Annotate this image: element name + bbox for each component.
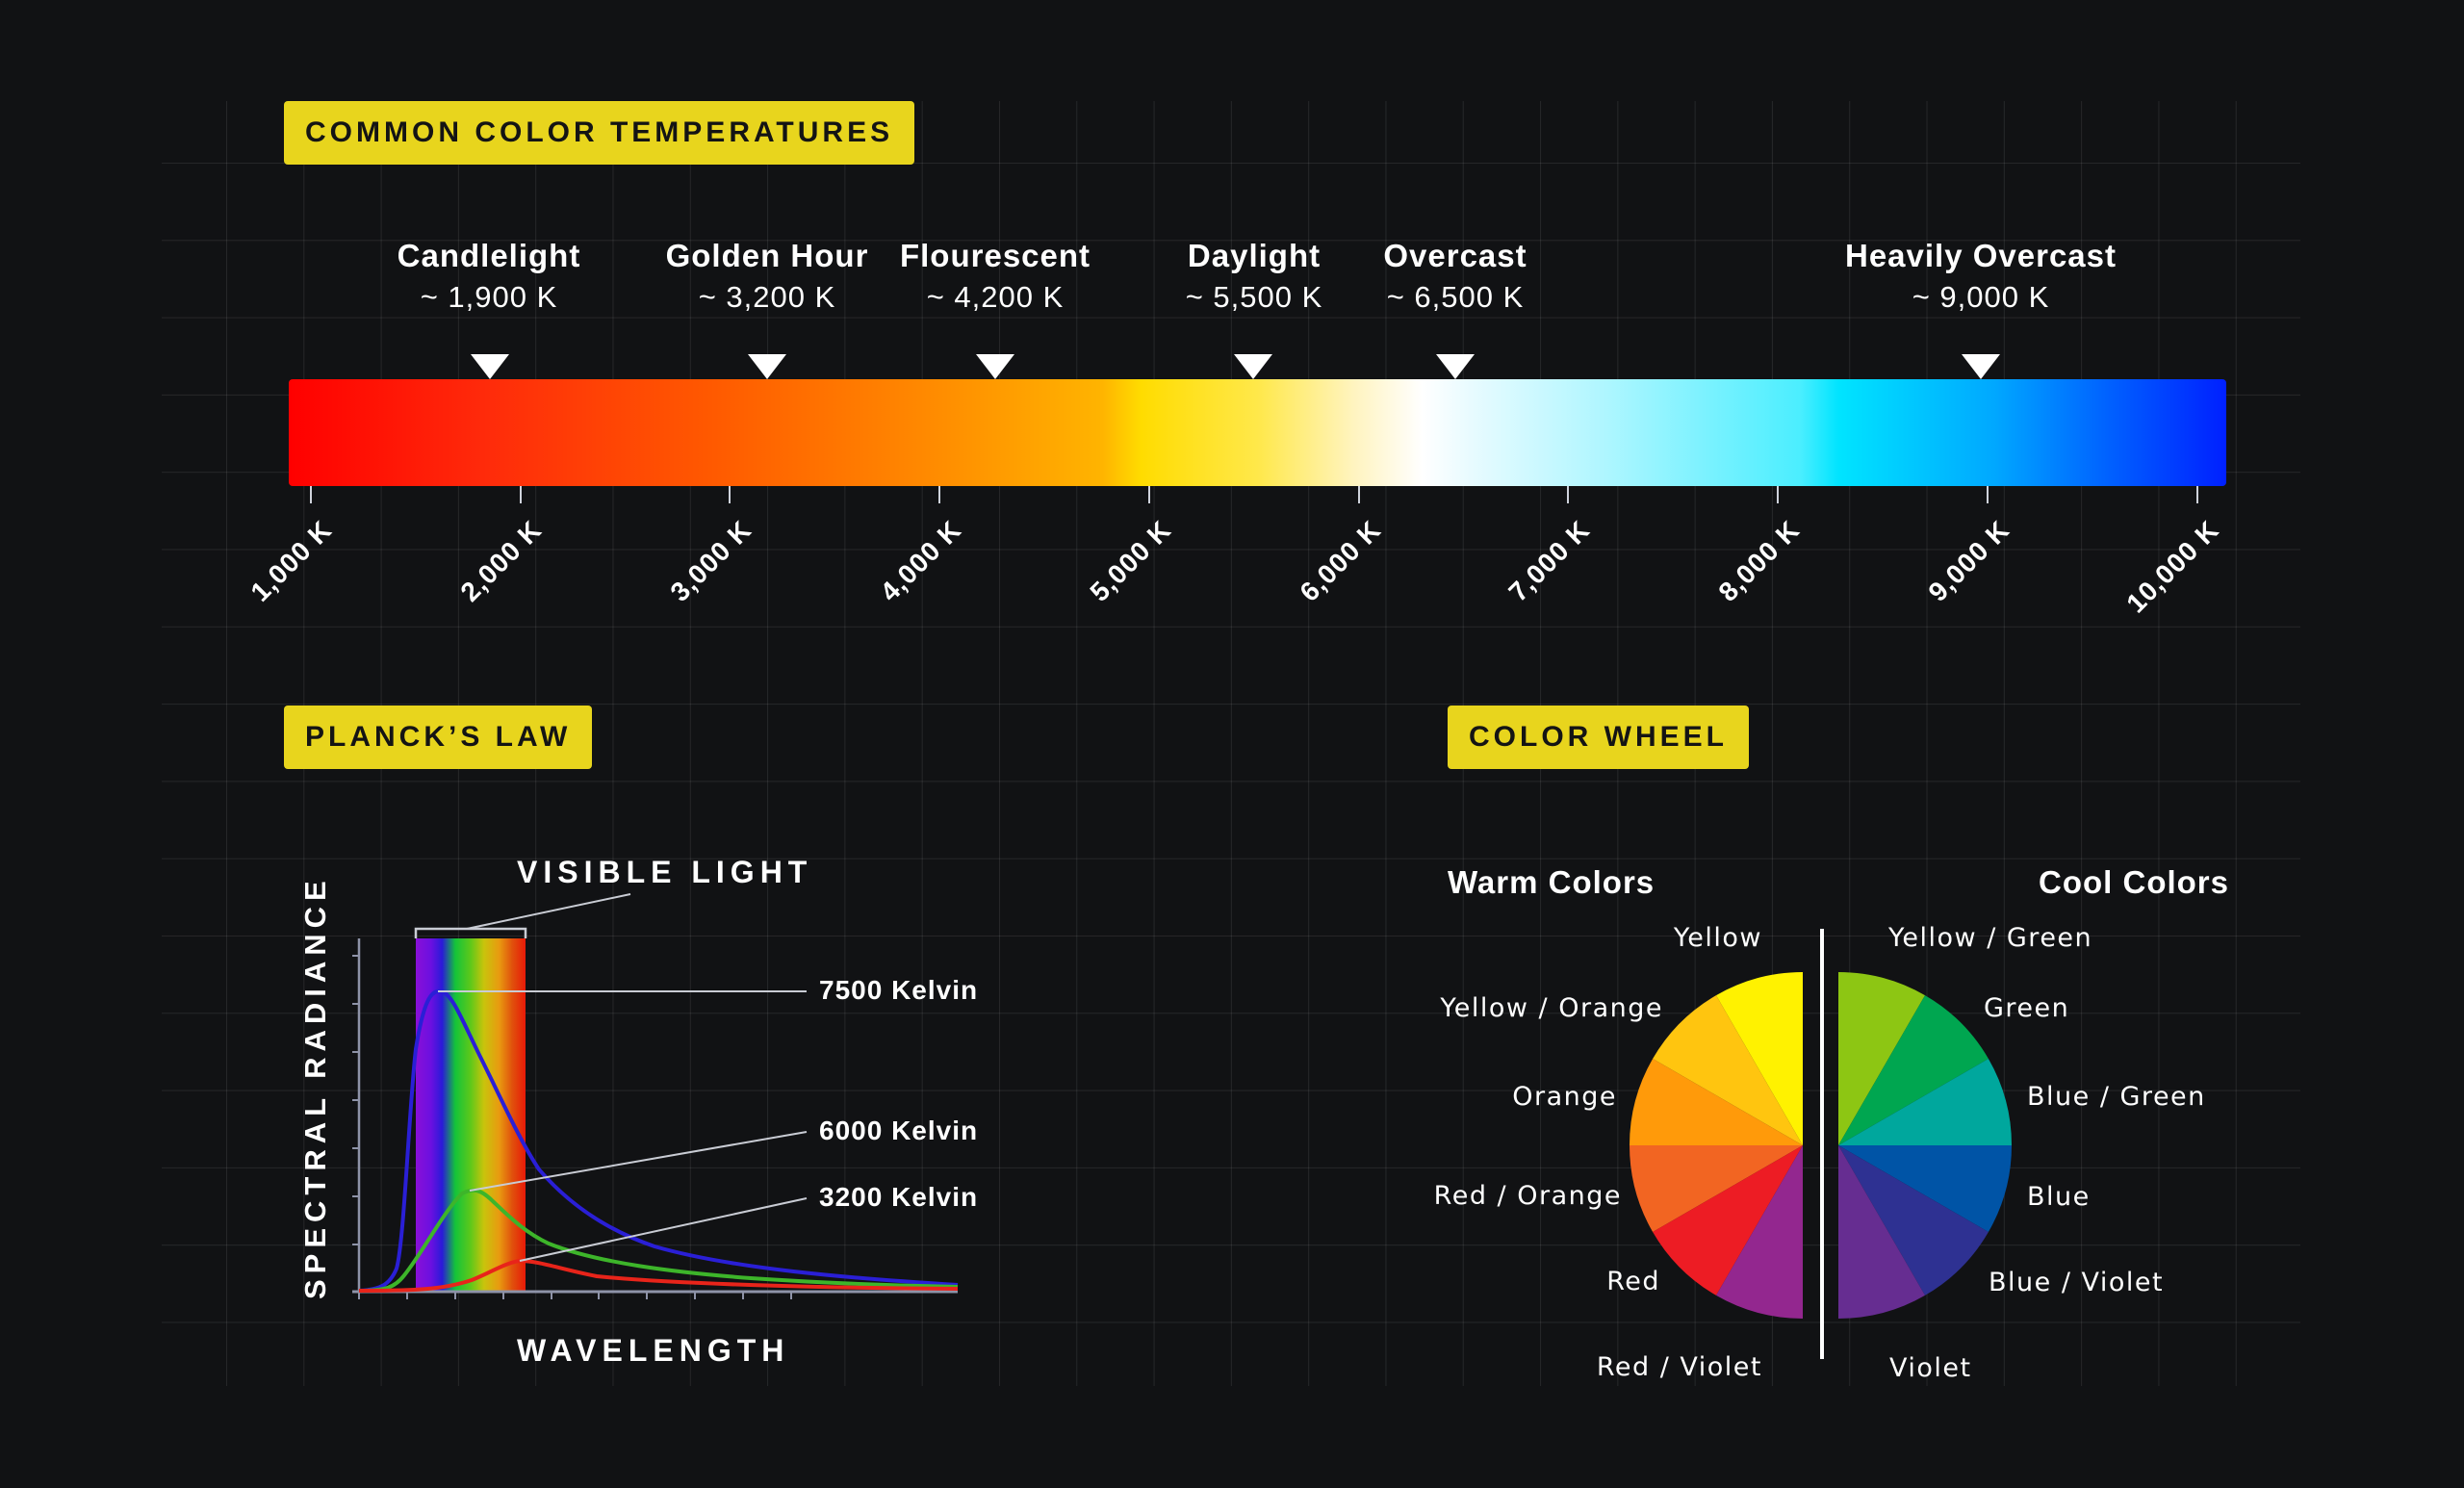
wedge-orange xyxy=(1630,1059,1803,1145)
wedge-violet xyxy=(1838,1145,1925,1319)
curve-label-6000: 6000 Kelvin xyxy=(819,1116,979,1145)
wedge-blue-green xyxy=(1838,1059,2012,1145)
label-blue-violet: Blue / Violet xyxy=(1989,1268,2165,1297)
down-arrow-icon xyxy=(471,354,509,379)
wedge-blue xyxy=(1838,1145,2012,1232)
axis-tick xyxy=(1148,486,1150,503)
axis-tick xyxy=(1987,486,1989,503)
curve-3200-kelvin xyxy=(358,1258,959,1293)
marker-value: ~ 3,200 K xyxy=(698,280,836,314)
marker-value: ~ 5,500 K xyxy=(1185,280,1323,314)
marker-name: Candlelight xyxy=(397,238,581,273)
marker-golden-hour: Golden Hour ~ 3,200 K xyxy=(666,237,869,320)
marker-overcast: Overcast ~ 6,500 K xyxy=(1383,237,1527,320)
wedge-yellow-green xyxy=(1838,972,1925,1145)
label-blue: Blue xyxy=(2027,1182,2091,1212)
axis-tick xyxy=(729,486,731,503)
curve-7500-kelvin xyxy=(358,988,959,1293)
label-yellow: Yellow xyxy=(1673,923,1762,953)
label-blue-green: Blue / Green xyxy=(2027,1082,2206,1112)
wedge-green xyxy=(1838,995,1989,1145)
color-temperature-gradient-bar xyxy=(289,379,2226,486)
section-title-plancks-law: PLANCK’S LAW xyxy=(284,706,593,769)
marker-heavily-overcast: Heavily Overcast ~ 9,000 K xyxy=(1845,237,2117,320)
down-arrow-icon xyxy=(1436,354,1475,379)
wedge-yellow-orange xyxy=(1653,995,1803,1145)
curve-label-3200: 3200 Kelvin xyxy=(819,1182,979,1212)
down-arrow-icon xyxy=(748,354,786,379)
marker-name: Flourescent xyxy=(899,238,1091,273)
wedge-blue-violet xyxy=(1838,1145,1989,1296)
warm-colors-heading: Warm Colors xyxy=(1448,864,1656,900)
visible-light-leader-line xyxy=(466,893,631,930)
wedge-yellow xyxy=(1716,972,1803,1145)
marker-flourescent: Flourescent ~ 4,200 K xyxy=(900,237,1091,320)
marker-value: ~ 4,200 K xyxy=(926,280,1065,314)
down-arrow-icon xyxy=(976,354,1014,379)
down-arrow-icon xyxy=(1234,354,1272,379)
axis-tick xyxy=(520,486,522,503)
axis-tick xyxy=(2196,486,2198,503)
section-title-color-wheel: COLOR WHEEL xyxy=(1448,706,1749,769)
leader-line-6000 xyxy=(469,1131,808,1192)
x-axis-ticks xyxy=(358,1292,792,1299)
marker-value: ~ 6,500 K xyxy=(1386,280,1525,314)
axis-tick xyxy=(1777,486,1779,503)
marker-name: Overcast xyxy=(1383,238,1527,273)
axis-tick xyxy=(310,486,312,503)
marker-daylight: Daylight ~ 5,500 K xyxy=(1186,237,1323,320)
cool-colors-heading: Cool Colors xyxy=(2039,864,2229,900)
x-axis-label: WAVELENGTH xyxy=(517,1333,790,1368)
marker-name: Heavily Overcast xyxy=(1844,238,2118,273)
section-title-color-temperatures: COMMON COLOR TEMPERATURES xyxy=(284,101,915,165)
label-orange: Orange xyxy=(1512,1082,1617,1112)
warm-half xyxy=(1630,972,1803,1319)
visible-light-label: VISIBLE LIGHT xyxy=(517,855,813,889)
marker-name: Golden Hour xyxy=(665,238,869,273)
label-violet: Violet xyxy=(1889,1353,1972,1383)
wedge-red-violet xyxy=(1716,1145,1803,1319)
label-yellow-green: Yellow / Green xyxy=(1888,923,2093,953)
axis-tick xyxy=(1358,486,1360,503)
label-green: Green xyxy=(1984,993,2070,1023)
down-arrow-icon xyxy=(1962,354,2000,379)
marker-value: ~ 1,900 K xyxy=(420,280,558,314)
label-red-violet: Red / Violet xyxy=(1596,1352,1762,1382)
label-red-orange: Red / Orange xyxy=(1433,1181,1622,1211)
cool-half xyxy=(1838,972,2012,1319)
marker-candlelight: Candlelight ~ 1,900 K xyxy=(398,237,581,320)
planck-chart xyxy=(352,893,959,1299)
label-yellow-orange: Yellow / Orange xyxy=(1440,993,1663,1023)
label-red: Red xyxy=(1606,1267,1660,1296)
axis-tick xyxy=(1567,486,1569,503)
y-axis-ticks xyxy=(352,955,359,1245)
curve-6000-kelvin xyxy=(358,1188,959,1293)
wedge-red-orange xyxy=(1630,1145,1803,1232)
marker-value: ~ 9,000 K xyxy=(1912,280,2050,314)
leader-line-3200 xyxy=(519,1197,808,1262)
marker-name: Daylight xyxy=(1187,238,1322,273)
curve-label-7500: 7500 Kelvin xyxy=(819,975,979,1005)
wedge-red xyxy=(1653,1145,1803,1296)
axis-tick xyxy=(938,486,940,503)
